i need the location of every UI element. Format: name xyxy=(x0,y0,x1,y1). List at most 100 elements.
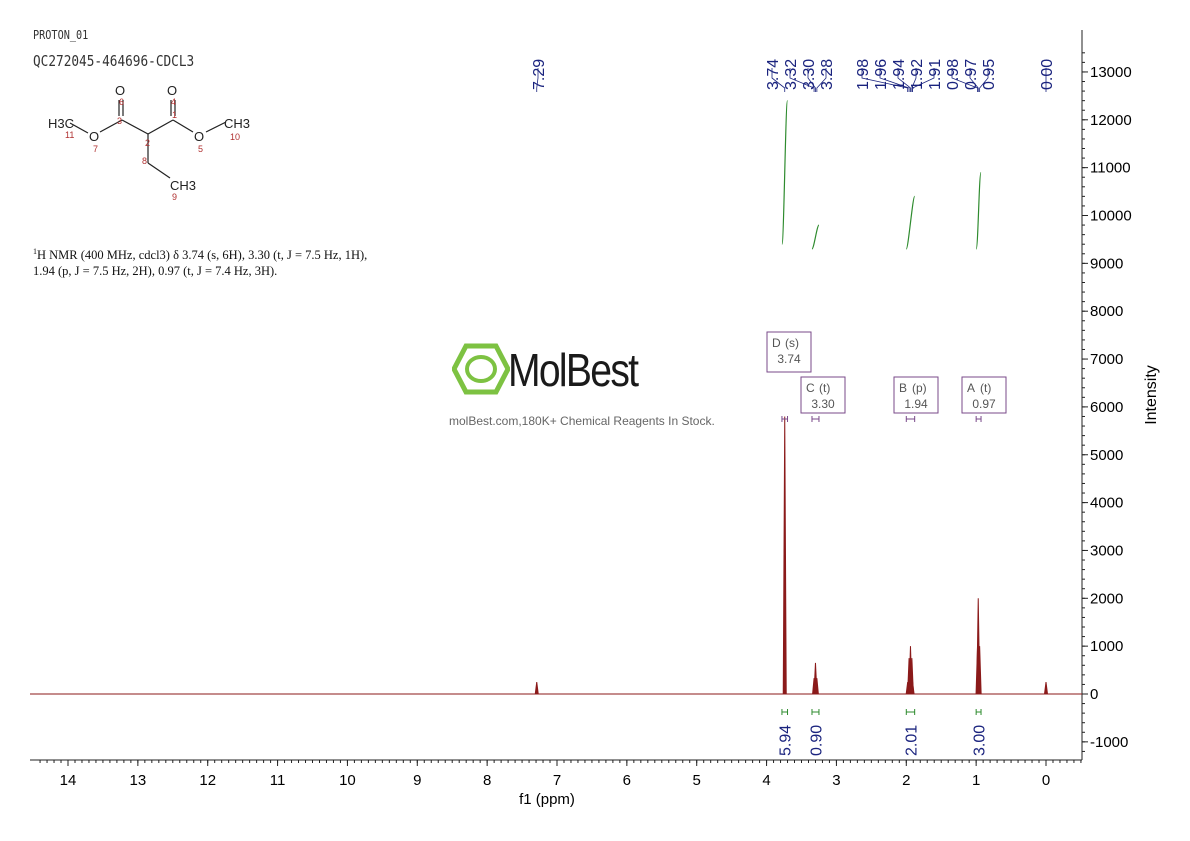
peak-label-connector xyxy=(911,68,917,92)
y-tick-label: 0 xyxy=(1090,686,1098,703)
atom-label: CH3 xyxy=(224,116,250,131)
multiplet-range-marker xyxy=(781,416,789,422)
atom-label: O xyxy=(167,83,177,98)
spectrum-peak xyxy=(977,646,982,695)
peak-label-connector xyxy=(897,68,911,92)
x-tick-label: 2 xyxy=(902,772,910,789)
peak-label: 3.28 xyxy=(819,59,836,90)
multiplet-box xyxy=(893,376,939,414)
integral-curve xyxy=(781,100,789,245)
svg-text:4: 4 xyxy=(171,97,176,107)
atom-label: H3C xyxy=(48,116,74,131)
x-tick-label: 7 xyxy=(553,772,561,789)
multiplet-id: B xyxy=(899,381,907,395)
peak-label-connector xyxy=(912,68,935,92)
peak-label: 3.32 xyxy=(783,59,800,90)
peak-label: 0.98 xyxy=(945,59,962,90)
svg-text:7: 7 xyxy=(93,144,98,154)
integral-range-marker xyxy=(905,709,916,715)
peak-label: 0.97 xyxy=(963,59,980,90)
spectrum-peak xyxy=(1044,681,1048,695)
peak-label-connector xyxy=(789,68,815,92)
multiplet-type: (s) xyxy=(785,336,799,350)
x-tick-label: 5 xyxy=(693,772,701,789)
integral-value: 5.94 xyxy=(778,725,795,756)
spectrum-peak xyxy=(534,681,539,695)
y-tick-label: 13000 xyxy=(1090,64,1132,81)
peak-label: 3.74 xyxy=(765,59,782,90)
integral-value: 2.01 xyxy=(903,725,920,756)
integral-value: 3.00 xyxy=(972,725,989,756)
multiplet-id: D xyxy=(772,336,781,350)
y-tick-label: 4000 xyxy=(1090,495,1123,512)
integral-range-marker xyxy=(811,709,820,715)
svg-text:3: 3 xyxy=(117,116,122,126)
y-tick-label: 5000 xyxy=(1090,447,1123,464)
integral-curve xyxy=(905,195,916,250)
sample-id: QC272045-464696-CDCL3 xyxy=(33,52,195,70)
y-tick-label: 11000 xyxy=(1090,160,1131,177)
peak-label-connector xyxy=(979,68,989,92)
multiplet-box xyxy=(800,376,846,414)
peak-label: 1.98 xyxy=(855,59,872,90)
peak-label-connector xyxy=(951,68,978,92)
y-tick-label: -1000 xyxy=(1090,734,1128,751)
peak-label-connector xyxy=(816,68,827,92)
x-tick-label: 4 xyxy=(762,772,770,789)
peak-label: 1.91 xyxy=(927,59,944,90)
x-tick-label: 8 xyxy=(483,772,491,789)
svg-text:1: 1 xyxy=(172,110,177,120)
x-tick-label: 11 xyxy=(270,772,286,789)
svg-text:11: 11 xyxy=(65,130,74,140)
peak-label-connector xyxy=(969,68,979,92)
integral-value: 0.90 xyxy=(808,725,825,756)
x-tick-label: 0 xyxy=(1042,772,1050,789)
peak-label: 1.92 xyxy=(909,59,926,90)
x-tick-label: 12 xyxy=(199,772,216,789)
multiplet-type: (p) xyxy=(912,381,927,395)
y-tick-label: 12000 xyxy=(1090,112,1132,129)
multiplet-id: A xyxy=(967,381,975,395)
y-tick-label: 3000 xyxy=(1090,542,1123,559)
multiplet-shift: 0.97 xyxy=(972,397,996,411)
spectrum-peak xyxy=(910,681,915,695)
peak-label: 1.94 xyxy=(891,59,908,90)
multiplet-id: C xyxy=(806,381,815,395)
x-tick-label: 14 xyxy=(60,772,77,789)
integral-curve xyxy=(975,171,982,250)
svg-text:10: 10 xyxy=(230,132,240,142)
atom-label: O xyxy=(115,83,125,98)
y-tick-label: 8000 xyxy=(1090,303,1123,320)
nmr-description: 1H NMR (400 MHz, cdcl3) δ 3.74 (s, 6H), … xyxy=(33,247,368,279)
x-axis-label: f1 (ppm) xyxy=(519,791,575,808)
experiment-name: PROTON_01 xyxy=(33,28,89,42)
molecule-structure: H3C O O O O CH3 CH3 1 2 3 4 5 6 7 8 9 10… xyxy=(48,83,250,202)
svg-text:9: 9 xyxy=(172,192,177,202)
multiplet-shift: 3.30 xyxy=(811,397,835,411)
peak-label-connector xyxy=(771,68,786,92)
peak-label-connector xyxy=(536,68,539,92)
integral-range-marker xyxy=(975,709,982,715)
integral-range-marker xyxy=(781,709,789,715)
x-tick-label: 1 xyxy=(972,772,980,789)
svg-text:2: 2 xyxy=(145,138,150,148)
y-tick-label: 2000 xyxy=(1090,590,1123,607)
peak-label-connector xyxy=(879,68,910,92)
multiplet-range-marker xyxy=(905,416,916,422)
molbest-logo-icon xyxy=(452,343,510,395)
svg-text:5: 5 xyxy=(198,144,203,154)
peak-label-connector xyxy=(807,68,816,92)
integral-curve xyxy=(811,224,820,250)
peak-label: 0.00 xyxy=(1039,59,1056,90)
peak-label: 3.30 xyxy=(801,59,818,90)
x-tick-label: 9 xyxy=(413,772,421,789)
peak-label: 0.95 xyxy=(981,59,998,90)
peak-label-connector xyxy=(861,68,909,92)
x-tick-label: 3 xyxy=(832,772,840,789)
peak-label: 7.29 xyxy=(531,59,548,90)
y-tick-label: 1000 xyxy=(1090,638,1123,655)
multiplet-shift: 3.74 xyxy=(777,352,801,366)
multiplet-range-marker xyxy=(811,416,820,422)
svg-text:6: 6 xyxy=(119,97,124,107)
